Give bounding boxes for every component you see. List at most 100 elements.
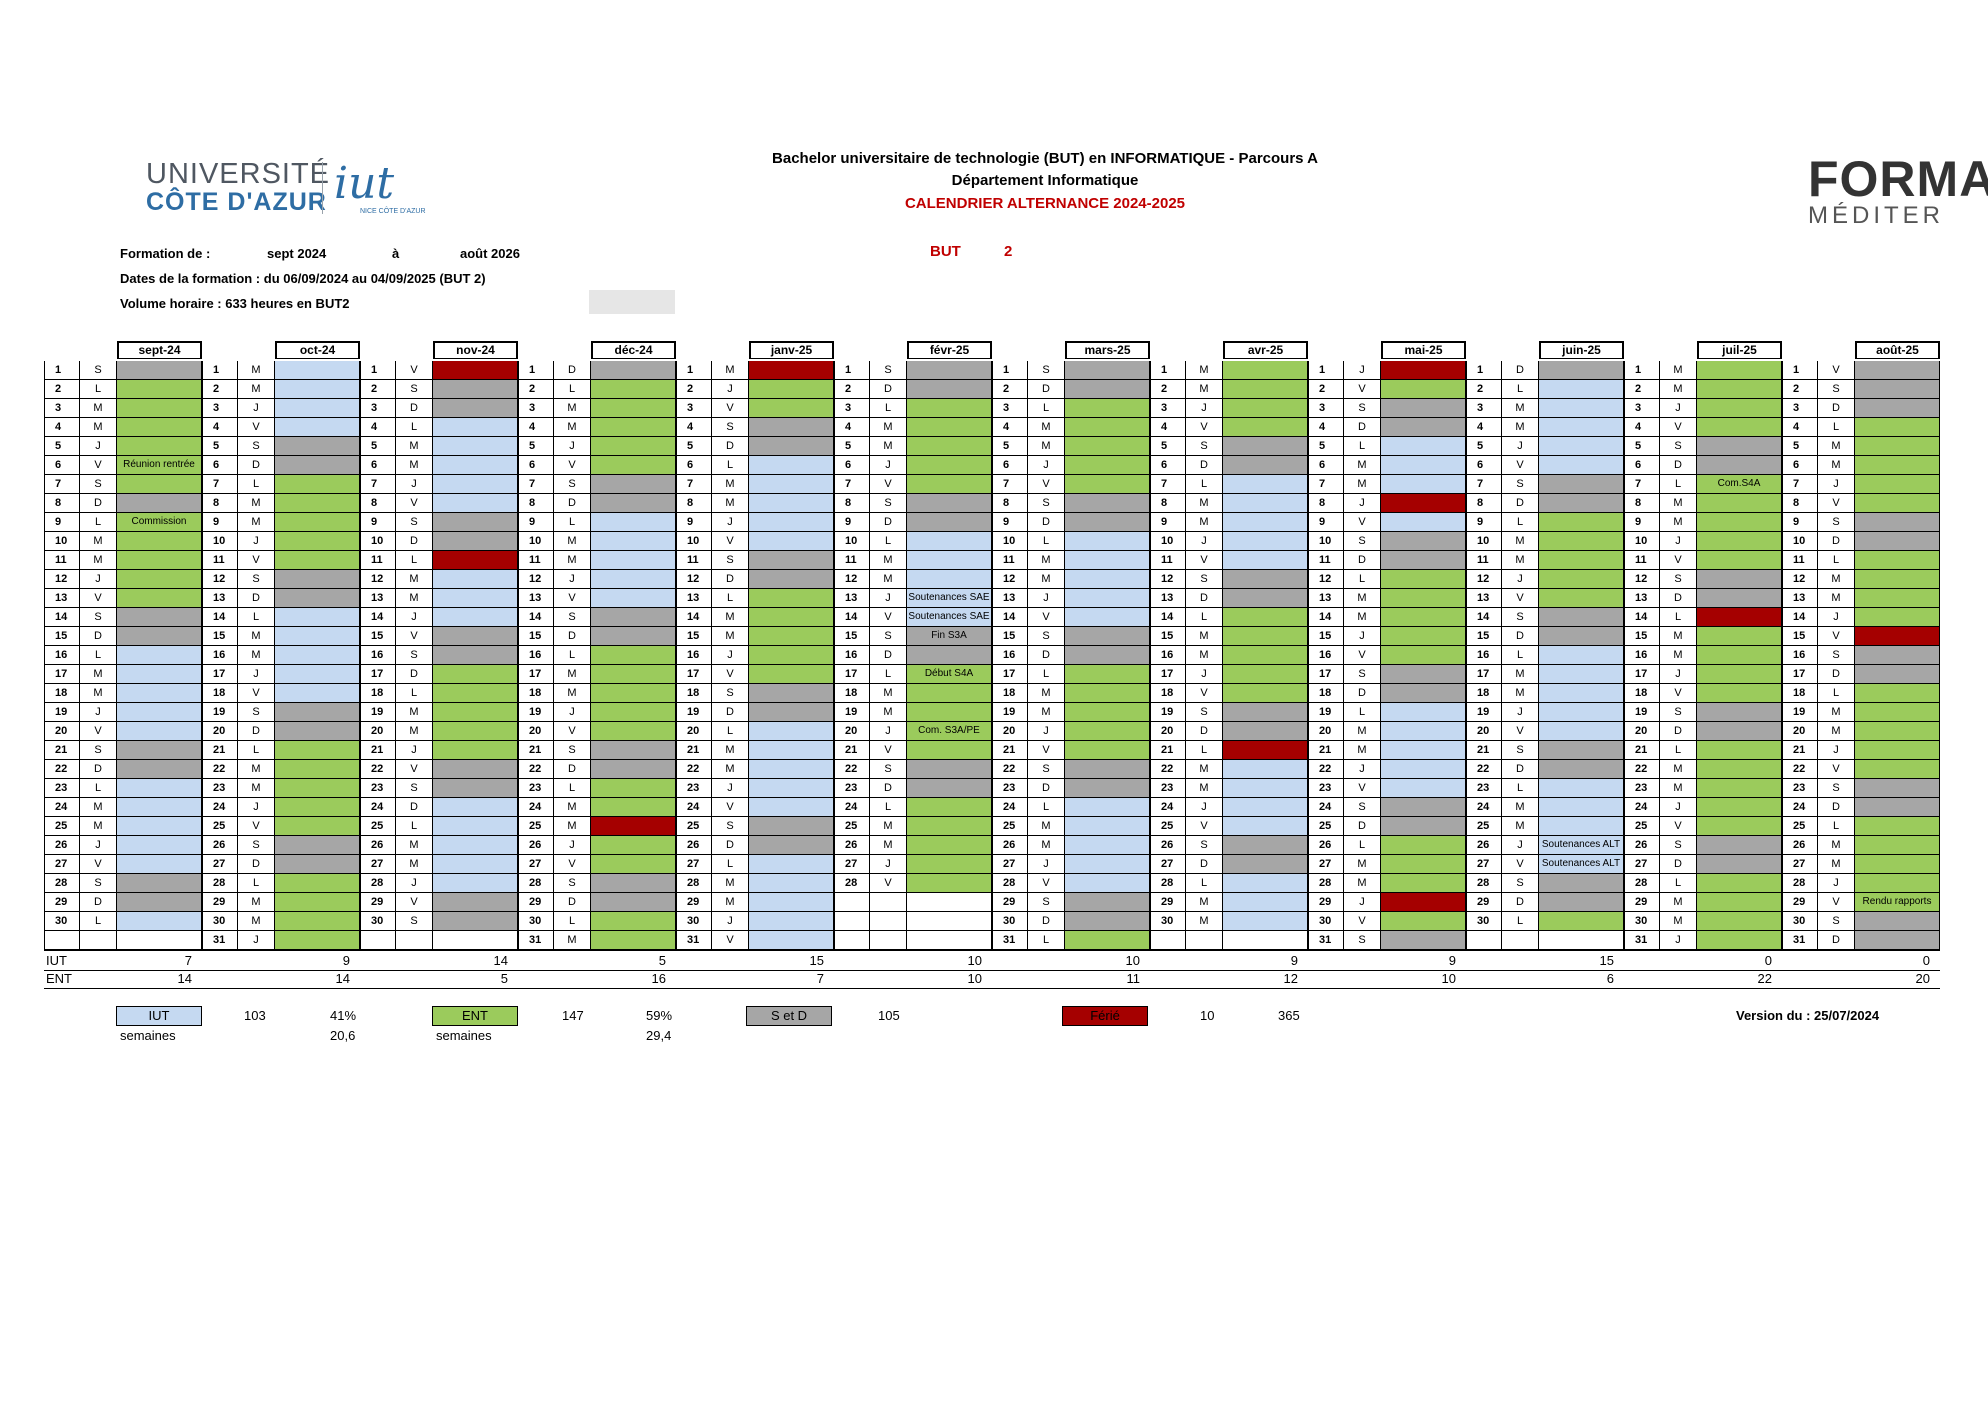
day-status [1065, 589, 1150, 608]
day-number: 7 [360, 475, 396, 494]
day-of-week: M [1502, 665, 1539, 684]
day-of-week: J [1818, 874, 1855, 893]
day-status [117, 361, 202, 380]
day-of-week: V [1186, 817, 1223, 836]
total-iut-value: 9 [1290, 953, 1298, 968]
day-of-week: M [554, 798, 591, 817]
day-number: 11 [1308, 551, 1344, 570]
day-status [1539, 912, 1624, 931]
day-of-week: M [712, 608, 749, 627]
day-status [1223, 760, 1308, 779]
day-status [907, 684, 992, 703]
day-status [1065, 627, 1150, 646]
day-status [433, 912, 518, 931]
day-status [275, 836, 360, 855]
day-of-week: D [1818, 798, 1855, 817]
day-status [1697, 703, 1782, 722]
day-of-week: J [1818, 475, 1855, 494]
day-status [1697, 893, 1782, 912]
day-status [1855, 608, 1940, 627]
day-number: 10 [1466, 532, 1502, 551]
day-of-week: D [80, 627, 117, 646]
day-of-week: M [396, 570, 433, 589]
day-of-week: L [712, 722, 749, 741]
day-number: 22 [676, 760, 712, 779]
but-label: BUT [930, 243, 961, 260]
day-status [749, 494, 834, 513]
day-of-week: V [554, 855, 591, 874]
day-status [591, 380, 676, 399]
day-status [1697, 665, 1782, 684]
day-status [591, 551, 676, 570]
day-of-week: L [1186, 475, 1223, 494]
day-number: 14 [992, 608, 1028, 627]
legend-ferie-swatch: Férié [1062, 1006, 1148, 1026]
day-status [433, 893, 518, 912]
day-status [749, 722, 834, 741]
day-of-week: V [1818, 494, 1855, 513]
day-of-week: S [80, 608, 117, 627]
day-status [749, 475, 834, 494]
month-header: déc-24 [591, 341, 676, 359]
day-of-week: S [238, 570, 275, 589]
day-status [433, 589, 518, 608]
day-of-week: M [1344, 456, 1381, 475]
day-status [433, 532, 518, 551]
day-status [1697, 874, 1782, 893]
day-of-week: S [396, 513, 433, 532]
day-status [1381, 703, 1466, 722]
day-number: 17 [44, 665, 80, 684]
day-status [117, 779, 202, 798]
day-of-week: S [238, 703, 275, 722]
total-ent-value: 7 [816, 971, 824, 986]
day-of-week: V [554, 722, 591, 741]
day-number: 5 [202, 437, 238, 456]
day-of-week: M [1028, 836, 1065, 855]
total-ent-value: 16 [651, 971, 666, 986]
day-status [1223, 874, 1308, 893]
day-of-week: S [1028, 361, 1065, 380]
day-of-week: S [1186, 836, 1223, 855]
day-status [907, 646, 992, 665]
day-number: 19 [834, 703, 870, 722]
day-number: 13 [676, 589, 712, 608]
day-status [1855, 551, 1940, 570]
day-number: 12 [360, 570, 396, 589]
day-status [1381, 855, 1466, 874]
day-status [433, 475, 518, 494]
day-of-week: S [712, 817, 749, 836]
day-number: 21 [992, 741, 1028, 760]
day-number: 4 [676, 418, 712, 437]
day-number: 31 [676, 931, 712, 950]
formation-end: août 2026 [460, 246, 520, 261]
day-status [1855, 456, 1940, 475]
day-number: 30 [992, 912, 1028, 931]
day-number: 29 [676, 893, 712, 912]
day-number: 4 [1782, 418, 1818, 437]
day-status: Soutenances ALT [1539, 836, 1624, 855]
forma-mediter-logo: FORMA MÉDITER [1808, 150, 1988, 230]
day-of-week: J [1186, 665, 1223, 684]
day-number: 30 [1150, 912, 1186, 931]
day-of-week: J [870, 456, 907, 475]
day-of-week: V [1502, 855, 1539, 874]
day-number: 19 [44, 703, 80, 722]
day-of-week: J [1818, 608, 1855, 627]
day-of-week: M [1660, 760, 1697, 779]
day-number: 2 [834, 380, 870, 399]
day-of-week: J [1344, 760, 1381, 779]
day-number: 4 [202, 418, 238, 437]
day-number: 4 [834, 418, 870, 437]
day-of-week: M [1028, 684, 1065, 703]
day-of-week: V [396, 760, 433, 779]
day-status [433, 570, 518, 589]
day-status [117, 608, 202, 627]
day-of-week: S [396, 646, 433, 665]
day-status [591, 855, 676, 874]
day-status [1539, 798, 1624, 817]
day-of-week: M [712, 874, 749, 893]
day-of-week: M [396, 836, 433, 855]
day-of-week: D [554, 361, 591, 380]
legend-iut-weeks: 20,6 [330, 1028, 356, 1043]
day-of-week: D [1818, 931, 1855, 950]
